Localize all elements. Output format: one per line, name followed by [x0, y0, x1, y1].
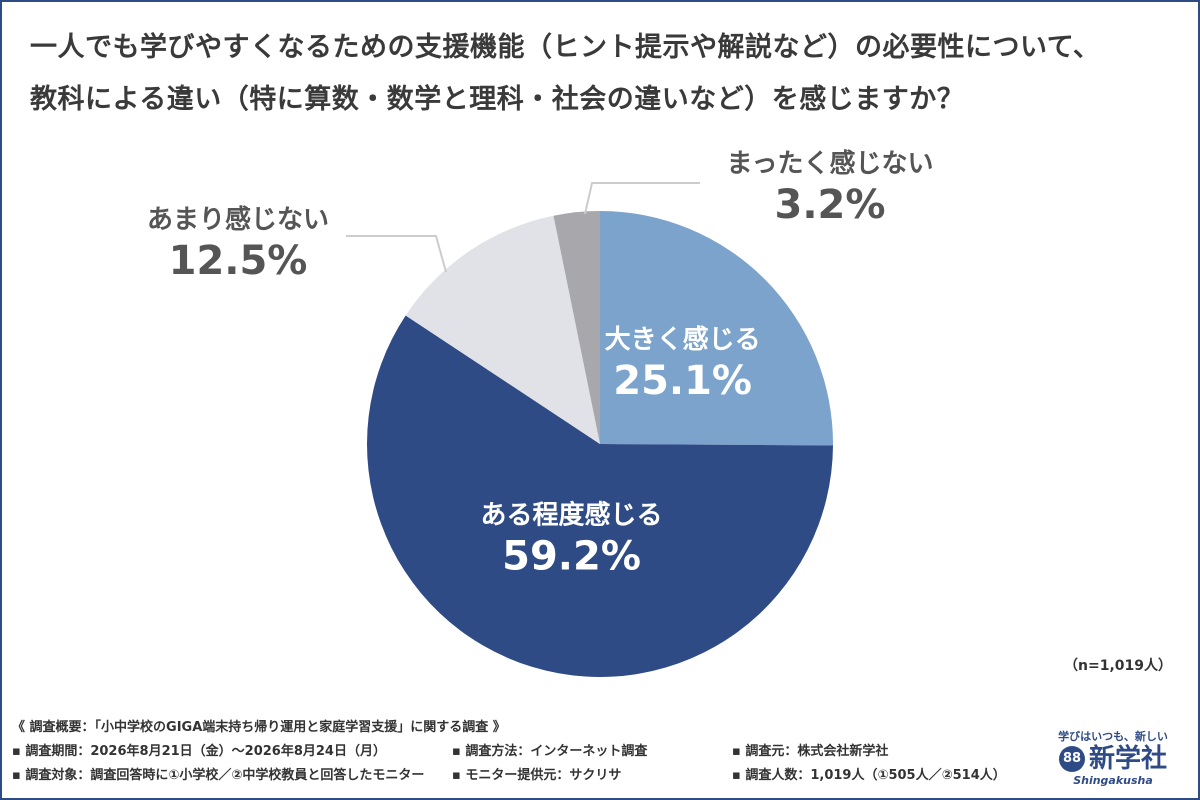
survey-notes: 《 調査概要：「小中学校のGIGA端末持ち帰り運用と家庭学習支援」に関する調査 …	[12, 716, 1052, 788]
leader-line-4	[584, 182, 700, 215]
slice-value-1: 25.1%	[613, 358, 752, 404]
logo-name-row: 88 新学社	[1048, 744, 1178, 774]
company-logo: 学びはいつも、新しい 88 新学社 Shingakusha	[1048, 728, 1178, 794]
survey-monitor-provider: ▪ モニター提供元：サクリサ	[452, 768, 622, 783]
chart-title: 一人でも学びやすくなるための支援機能（ヒント提示や解説など）の必要性について、 …	[30, 22, 1180, 126]
logo-mark-icon: 88	[1058, 746, 1085, 772]
slice-value-4: 3.2%	[775, 182, 886, 228]
survey-respondents: ▪ 調査人数：1,019人（①505人／②514人）	[732, 768, 1006, 783]
survey-organizer: ▪ 調査元：株式会社新学社	[732, 744, 889, 759]
logo-tagline: 学びはいつも、新しい	[1058, 730, 1168, 743]
slice-label-2: ある程度感じる	[481, 500, 663, 531]
slice-label-4: まったく感じない	[727, 149, 934, 179]
slice-label-3: あまり感じない	[147, 205, 329, 235]
chart-title-line-1: 一人でも学びやすくなるための支援機能（ヒント提示や解説など）の必要性について、	[30, 32, 1101, 63]
pie-slice-2	[367, 315, 833, 677]
survey-target: ▪ 調査対象：調査回答時に①小学校／②中学校教員と回答したモニター	[12, 768, 425, 783]
sample-size: （n=1,019人）	[1064, 658, 1172, 674]
survey-method: ▪ 調査方法：インターネット調査	[452, 744, 648, 759]
slice-value-3: 12.5%	[169, 238, 308, 284]
slice-value-2: 59.2%	[502, 534, 641, 580]
pie-slice-4	[553, 211, 600, 444]
pie-slice-1	[600, 211, 833, 446]
pie-slice-3	[405, 215, 600, 444]
survey-overview: 《 調査概要：「小中学校のGIGA端末持ち帰り運用と家庭学習支援」に関する調査 …	[12, 720, 506, 735]
chart-title-line-2: 教科による違い（特に算数・数学と理科・社会の違いなど）を感じますか？	[30, 84, 965, 115]
leader-line-3	[346, 235, 447, 273]
logo-romanized: Shingakusha	[1073, 774, 1153, 787]
survey-period: ▪ 調査期間：2026年8月21日（金）〜2026年8月24日（月）	[12, 744, 386, 759]
logo-name: 新学社	[1088, 744, 1167, 774]
slice-label-1: 大きく感じる	[605, 325, 761, 355]
